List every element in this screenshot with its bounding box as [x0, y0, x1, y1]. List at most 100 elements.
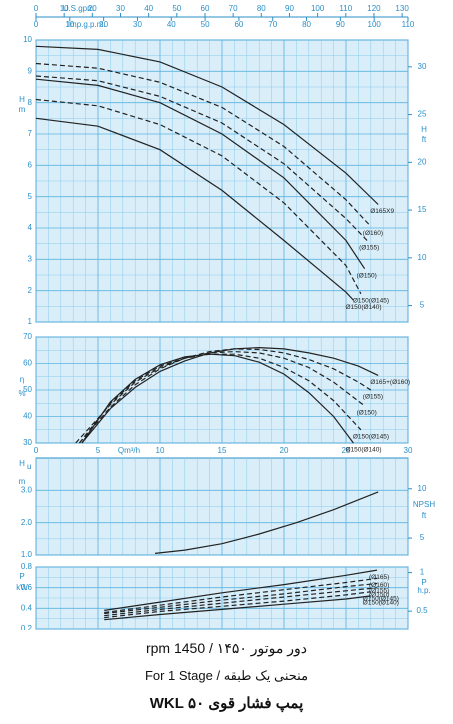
- y-tick-label: 40: [23, 412, 32, 421]
- y2-tick-label: 25: [418, 110, 427, 119]
- top-tick-label: 110: [402, 20, 415, 29]
- top-tick-label: 20: [88, 4, 97, 13]
- y-tick-label: 8: [28, 98, 33, 107]
- footer-line: منحنی یک طبقه / For 1 Stage: [144, 668, 309, 683]
- curve: [35, 78, 366, 270]
- y-axis-label: P: [19, 572, 24, 581]
- y-tick-label: 3.0: [21, 485, 33, 494]
- curve: [35, 117, 354, 301]
- curve-label: Ø150(Ø145): [353, 433, 389, 440]
- curve: [104, 569, 378, 611]
- top-tick-label: 0: [34, 20, 39, 29]
- y2-tick-label: 0.5: [416, 606, 428, 615]
- x-tick-label: 30: [404, 446, 413, 455]
- curve: [81, 353, 354, 444]
- y-axis-unit: %: [18, 389, 25, 398]
- y-axis-label: η: [20, 375, 24, 384]
- y2-axis-unit: ft: [422, 135, 427, 144]
- x-tick-label: 10: [156, 446, 165, 455]
- curve-label: (Ø165): [369, 574, 389, 581]
- y-axis-label: H: [19, 95, 25, 104]
- y2-tick-label: 1: [420, 568, 425, 577]
- top-tick-label: 40: [167, 20, 176, 29]
- y-tick-label: 5: [28, 192, 33, 201]
- y-tick-label: 0.8: [21, 562, 33, 571]
- curve-label: Ø150(Ø145): [363, 596, 399, 603]
- y2-axis-label: P: [421, 578, 426, 587]
- curve-label: (Ø155): [363, 394, 383, 401]
- y-tick-label: 30: [23, 438, 32, 447]
- x-tick-label: 5: [96, 446, 101, 455]
- top-tick-label: 90: [336, 20, 345, 29]
- top-tick-label: 120: [367, 4, 381, 13]
- footer-line: پمپ فشار قوی ۵۰ WKL: [149, 695, 304, 712]
- y-tick-label: 1: [28, 317, 33, 326]
- curve: [104, 577, 378, 614]
- footer-line: دور موتور ۱۴۵۰ / 1450 rpm: [145, 640, 308, 656]
- y-tick-label: 50: [23, 385, 32, 394]
- y2-tick-label: 10: [418, 253, 427, 262]
- x-tick-label: 0: [34, 446, 39, 455]
- curve-label: Ø150(Ø140): [363, 600, 399, 607]
- y-tick-label: 4: [28, 223, 33, 232]
- y-tick-label: 3: [28, 254, 33, 263]
- top-tick-label: 30: [116, 4, 125, 13]
- top-tick-label: 110: [339, 4, 352, 13]
- curve-label: Ø150(Ø140): [345, 304, 381, 311]
- x-tick-label: 25: [342, 446, 351, 455]
- x-tick-label: 15: [218, 446, 227, 455]
- y2-tick-label: 30: [418, 62, 427, 71]
- curve: [35, 98, 362, 295]
- y-tick-label: 9: [28, 66, 33, 75]
- top-tick-label: 0: [34, 4, 39, 13]
- curve: [75, 350, 365, 444]
- top-tick-label: 20: [99, 20, 108, 29]
- curve: [78, 348, 372, 444]
- y-tick-label: 0.6: [21, 583, 33, 592]
- curve-label: (Ø155): [369, 587, 389, 594]
- curve-label: (Ø150): [357, 272, 377, 279]
- y-axis-unit: m: [19, 477, 26, 486]
- y-axis-label-sub: u: [27, 462, 31, 471]
- curve: [104, 595, 371, 621]
- curve-label: (Ø160): [363, 230, 383, 237]
- curve-label: Ø165X9: [370, 208, 394, 215]
- y-tick-label: 70: [23, 332, 32, 341]
- curve: [104, 582, 378, 615]
- y-tick-label: 2.0: [21, 518, 33, 527]
- y2-axis-unit: ft: [422, 511, 427, 520]
- y2-tick-label: 20: [418, 157, 427, 166]
- y2-tick-label: 5: [420, 301, 425, 310]
- y2-axis-unit: h.p.: [417, 586, 430, 595]
- curve-label: (Ø155): [359, 244, 379, 251]
- y-axis-unit: kW: [16, 583, 28, 592]
- y-tick-label: 60: [23, 359, 32, 368]
- top-tick-label: 80: [257, 4, 266, 13]
- top-tick-label: 60: [234, 20, 243, 29]
- top-tick-label: 50: [172, 4, 181, 13]
- y-tick-label: 0.2: [21, 624, 33, 630]
- x-tick-label: 20: [280, 446, 289, 455]
- top-tick-label: 10: [60, 4, 69, 13]
- curve: [154, 491, 379, 554]
- top-axis-label: U.S.gpm: [63, 4, 94, 13]
- curve: [35, 45, 379, 205]
- curve-label: Ø150(Ø145): [353, 298, 389, 305]
- y2-tick-label: 5: [420, 533, 425, 542]
- x-axis-label: Qm³/h: [118, 446, 140, 455]
- top-tick-label: 100: [368, 20, 382, 29]
- y-tick-label: 1.0: [21, 550, 33, 559]
- y-tick-label: 7: [28, 129, 33, 138]
- y2-axis-label: NPSH: [413, 500, 435, 509]
- y-tick-label: 10: [23, 35, 32, 44]
- curve-label: (Ø150): [369, 591, 389, 598]
- top-tick-label: 10: [65, 20, 74, 29]
- top-tick-label: 30: [133, 20, 142, 29]
- curve: [35, 75, 368, 241]
- top-tick-label: 100: [311, 4, 325, 13]
- y-axis-unit: m: [19, 105, 26, 114]
- top-tick-label: 40: [144, 4, 153, 13]
- curve-label: Ø150(Ø140): [345, 447, 381, 454]
